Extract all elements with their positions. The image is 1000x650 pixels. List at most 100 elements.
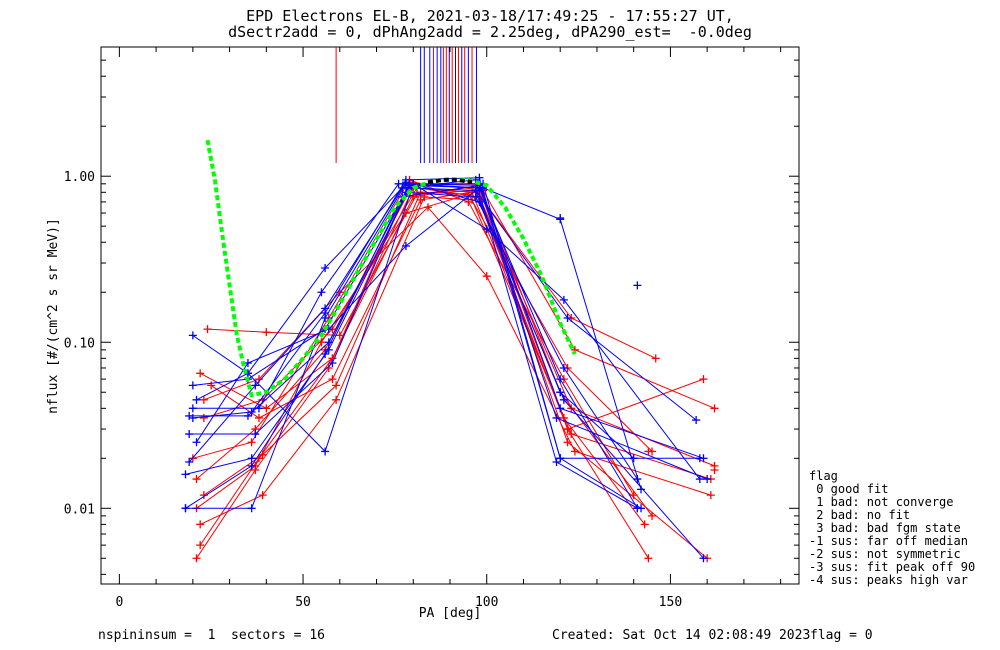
data-point-marker (251, 430, 260, 439)
footer-params: nspininsum = 1 sectors = 16 (98, 628, 325, 643)
data-point-marker (556, 214, 565, 223)
data-point-marker (401, 241, 410, 250)
data-point-marker (188, 404, 197, 413)
data-point-marker (262, 404, 271, 413)
data-point-marker (251, 381, 260, 390)
data-point-marker (324, 363, 333, 372)
series-line-red (196, 191, 704, 509)
data-point-marker (181, 504, 190, 513)
legend-item: 2 bad: no fit (809, 508, 911, 522)
axes-group: 0 50 100 150 0.01 0.10 1.00 (64, 47, 799, 610)
fit-curve-black (427, 177, 473, 185)
series-line-blue (185, 184, 708, 509)
data-point-marker (567, 430, 576, 439)
fit-curve-green (205, 139, 577, 398)
legend-item: -4 sus: peaks high var (809, 573, 968, 587)
chart-title-line2: dSectr2add = 0, dPhAng2add = 2.25deg, dP… (228, 23, 752, 41)
data-point-marker (188, 413, 197, 422)
data-point-marker (644, 554, 653, 563)
series-line-blue (192, 183, 704, 459)
data-point-marker (321, 447, 330, 456)
series-line-blue (189, 191, 638, 480)
marks-layer (335, 47, 719, 475)
series-layer (181, 139, 719, 563)
data-point-marker (394, 179, 403, 188)
x-tick-label: 150 (659, 595, 682, 610)
footer-flag: flag = 0 (810, 628, 873, 643)
data-point-marker (181, 470, 190, 479)
y-tick-label: 1.00 (64, 170, 95, 185)
data-point-marker (199, 413, 208, 422)
data-point-marker (185, 430, 194, 439)
legend-item: 0 good fit (809, 482, 889, 496)
data-point-marker (559, 363, 568, 372)
data-point-marker (699, 375, 708, 384)
data-point-marker (633, 281, 642, 290)
x-tick-label: 100 (475, 595, 498, 610)
data-point-marker (185, 458, 194, 467)
legend-item: -3 sus: fit peak off 90 (809, 560, 976, 574)
data-point-marker (703, 475, 712, 484)
legend-title: flag (809, 469, 838, 483)
x-tick-label: 50 (295, 595, 311, 610)
data-point-marker (188, 381, 197, 390)
data-point-marker (262, 328, 271, 337)
data-point-marker (706, 491, 715, 500)
x-tick-label: 0 (115, 595, 123, 610)
legend-item: -2 sus: not symmetric (809, 547, 961, 561)
data-point-marker (192, 438, 201, 447)
data-point-marker (405, 181, 414, 190)
data-point-marker (247, 438, 256, 447)
data-point-marker (563, 425, 572, 434)
data-point-marker (416, 188, 425, 197)
legend-item: 3 bad: bad fgm state (809, 521, 961, 535)
data-point-marker (471, 192, 480, 201)
data-point-marker (207, 381, 216, 390)
data-point-marker (317, 288, 326, 297)
data-point-marker (556, 454, 565, 463)
data-point-marker (328, 358, 337, 367)
data-point-marker (324, 338, 333, 347)
data-point-marker (199, 395, 208, 404)
series-line-red (203, 191, 653, 496)
series-line-blue (192, 183, 642, 490)
data-point-marker (192, 554, 201, 563)
data-point-marker (699, 554, 708, 563)
data-point-marker (335, 331, 344, 340)
data-point-marker (321, 304, 330, 313)
series-line-red (196, 181, 649, 559)
data-point-marker (203, 325, 212, 334)
data-point-marker (196, 369, 205, 378)
series-line-red (203, 187, 715, 467)
y-axis-label: nflux [#/(cm^2 s sr MeV)] (46, 218, 61, 414)
plot-frame (100, 46, 800, 585)
data-point-marker (482, 272, 491, 281)
chart-title-line1: EPD Electrons EL-B, 2021-03-18/17:49:25 … (246, 7, 734, 25)
data-point-marker (196, 520, 205, 529)
data-point-marker (321, 264, 330, 273)
y-tick-label: 0.10 (64, 336, 95, 351)
data-point-marker (243, 411, 252, 420)
data-point-marker (651, 354, 660, 363)
data-point-marker (692, 416, 701, 425)
data-point-marker (192, 395, 201, 404)
data-point-marker (332, 395, 341, 404)
series-line-red (207, 189, 656, 359)
footer-created: Created: Sat Oct 14 02:08:49 2023 (552, 628, 811, 643)
data-point-marker (258, 491, 267, 500)
legend-item: 1 bad: not converge (809, 495, 954, 509)
data-point-marker (321, 313, 330, 322)
legend-item: -1 sus: far off median (809, 534, 968, 548)
data-point-marker (699, 454, 708, 463)
data-point-marker (640, 520, 649, 529)
data-point-marker (552, 458, 561, 467)
data-point-marker (185, 411, 194, 420)
data-point-marker (482, 225, 491, 234)
series-line-red (203, 206, 711, 496)
data-point-marker (332, 381, 341, 390)
data-point-marker (633, 504, 642, 513)
data-point-marker (321, 349, 330, 358)
data-point-marker (637, 485, 646, 494)
data-point-marker (254, 413, 263, 422)
